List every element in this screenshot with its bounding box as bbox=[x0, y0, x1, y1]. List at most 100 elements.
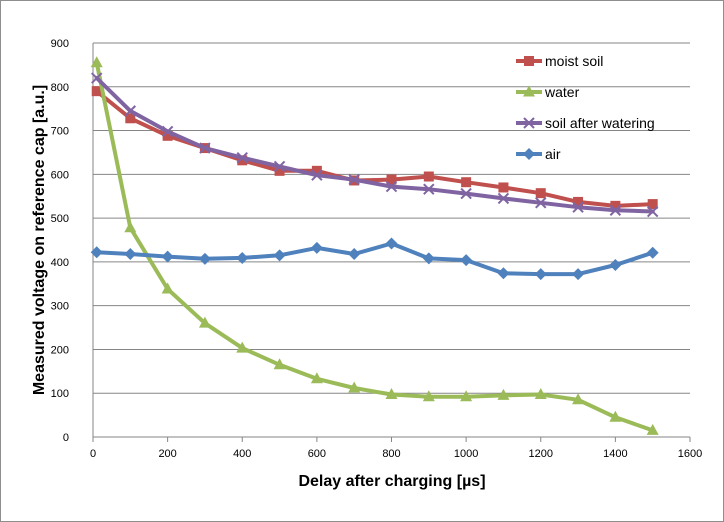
series-soil-after-watering bbox=[91, 72, 659, 218]
data-point bbox=[646, 246, 659, 259]
data-point bbox=[610, 200, 621, 211]
gridlines bbox=[93, 42, 690, 394]
data-point bbox=[423, 171, 434, 182]
legend-marker bbox=[523, 85, 535, 97]
data-point bbox=[460, 187, 472, 200]
legend-label: water bbox=[544, 84, 580, 100]
data-point bbox=[572, 201, 584, 213]
y-tick-label: 300 bbox=[51, 301, 69, 313]
data-point bbox=[90, 246, 103, 259]
data-point bbox=[198, 316, 211, 328]
data-point bbox=[348, 248, 361, 261]
series-water bbox=[90, 56, 659, 435]
legend-label: soil after watering bbox=[545, 115, 655, 131]
y-tick-label: 200 bbox=[51, 344, 69, 356]
x-tick-label: 800 bbox=[382, 448, 400, 460]
series-air bbox=[90, 237, 659, 281]
y-tick-label: 600 bbox=[51, 169, 69, 181]
axes: 0 100 200 300 400 500 600 700 800 900 0 200 400 600 80… bbox=[51, 38, 703, 460]
x-tick-label: 400 bbox=[233, 448, 251, 460]
data-point bbox=[647, 199, 658, 210]
data-point bbox=[460, 390, 473, 402]
x-tick-label: 1000 bbox=[454, 448, 478, 460]
data-point bbox=[273, 249, 286, 262]
legend-entry: moist soil bbox=[516, 53, 603, 69]
data-point bbox=[161, 282, 174, 294]
data-point bbox=[646, 205, 659, 218]
data-point bbox=[385, 388, 398, 400]
legend-entry: soil after watering bbox=[516, 115, 655, 131]
legend-label: air bbox=[545, 146, 561, 162]
data-point bbox=[124, 105, 137, 117]
data-point bbox=[573, 196, 584, 207]
series-line bbox=[94, 76, 655, 214]
data-point bbox=[273, 358, 286, 370]
data-point bbox=[91, 72, 103, 84]
data-point bbox=[609, 258, 622, 271]
y-tick-label: 900 bbox=[51, 38, 69, 50]
y-tick-label: 0 bbox=[63, 432, 69, 444]
data-point bbox=[273, 160, 286, 173]
y-tick-label: 400 bbox=[51, 257, 69, 269]
data-point bbox=[572, 268, 585, 281]
data-point bbox=[460, 254, 473, 267]
data-point bbox=[124, 221, 137, 233]
x-tick-label: 1400 bbox=[603, 448, 627, 460]
data-point bbox=[422, 252, 435, 265]
data-point bbox=[498, 182, 509, 193]
y-tick-label: 800 bbox=[51, 82, 69, 94]
data-point bbox=[609, 410, 622, 422]
y-tick-label: 500 bbox=[51, 213, 69, 225]
legend: moist soil water soil after watering air bbox=[516, 53, 655, 162]
data-point bbox=[236, 341, 249, 353]
data-point bbox=[497, 192, 510, 205]
series-line bbox=[94, 89, 655, 208]
data-point bbox=[534, 388, 547, 400]
data-point bbox=[461, 177, 472, 188]
data-point bbox=[423, 183, 435, 195]
data-point bbox=[310, 372, 323, 384]
data-point bbox=[535, 188, 546, 199]
data-point bbox=[646, 423, 659, 435]
data-point bbox=[91, 86, 102, 97]
data-point bbox=[385, 237, 398, 250]
data-point bbox=[497, 388, 510, 400]
data-point bbox=[274, 165, 285, 176]
data-point bbox=[385, 180, 398, 193]
data-point bbox=[535, 197, 547, 209]
data-point bbox=[124, 248, 137, 261]
data-point bbox=[386, 174, 397, 185]
data-point bbox=[198, 252, 211, 265]
data-point bbox=[311, 169, 323, 181]
x-tick-label: 200 bbox=[158, 448, 176, 460]
data-point bbox=[310, 241, 323, 254]
data-point bbox=[162, 130, 173, 141]
plot-series bbox=[90, 56, 659, 435]
data-point bbox=[161, 250, 174, 263]
legend-marker bbox=[523, 148, 535, 160]
legend-entry: air bbox=[516, 146, 561, 162]
data-point bbox=[125, 113, 136, 124]
x-tick-label: 1200 bbox=[529, 448, 553, 460]
data-point bbox=[609, 204, 622, 216]
data-point bbox=[572, 393, 585, 405]
data-point bbox=[348, 381, 361, 393]
series-line bbox=[94, 60, 655, 433]
x-tick-label: 0 bbox=[90, 448, 96, 460]
y-tick-label: 700 bbox=[51, 126, 69, 138]
data-point bbox=[199, 142, 211, 154]
legend-marker bbox=[523, 117, 535, 129]
data-point bbox=[236, 151, 248, 164]
x-axis-title: Delay after charging [µs] bbox=[298, 473, 485, 490]
data-point bbox=[311, 165, 322, 176]
data-point bbox=[237, 155, 248, 166]
y-axis-title: Measured voltage on reference cap [a.u.] bbox=[31, 85, 48, 395]
legend-label: moist soil bbox=[545, 53, 603, 69]
data-point bbox=[90, 56, 103, 68]
series-line bbox=[94, 241, 655, 277]
data-point bbox=[161, 125, 174, 138]
series-moist-soil bbox=[91, 86, 658, 211]
data-point bbox=[422, 390, 435, 402]
legend-marker bbox=[524, 56, 534, 66]
